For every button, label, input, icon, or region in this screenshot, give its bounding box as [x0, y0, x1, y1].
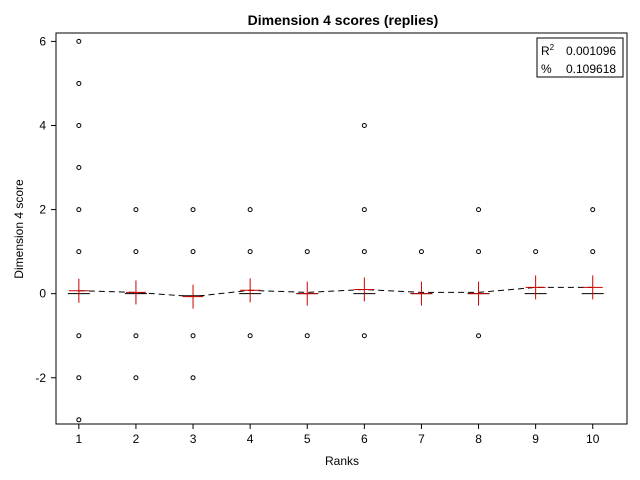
- x-tick-label: 3: [190, 432, 197, 446]
- y-tick-label: 6: [39, 34, 46, 48]
- data-point: [76, 38, 82, 44]
- pct-label: %: [541, 62, 552, 76]
- data-point: [76, 207, 82, 213]
- data-point: [76, 333, 82, 339]
- data-point: [361, 333, 367, 339]
- data-point: [361, 249, 367, 255]
- mean-marker: [582, 275, 603, 300]
- data-point: [76, 249, 82, 255]
- x-tick-label: 9: [532, 432, 539, 446]
- data-point: [76, 417, 82, 423]
- data-point: [533, 249, 539, 255]
- mean-marker: [354, 277, 375, 302]
- stats-box-frame: [536, 37, 624, 78]
- mean-marker: [125, 280, 146, 305]
- data-point: [133, 249, 139, 255]
- mean-marker: [297, 281, 318, 306]
- points-layer: [76, 38, 596, 423]
- mean-marker: [68, 278, 89, 303]
- x-tick-label: 10: [586, 432, 600, 446]
- mean-marker: [240, 278, 261, 303]
- y-tick-label: 0: [39, 287, 46, 301]
- data-point: [476, 207, 482, 213]
- mean-layer: [68, 275, 603, 309]
- data-point: [190, 375, 196, 381]
- data-point: [476, 249, 482, 255]
- x-axis-label: Ranks: [325, 454, 359, 468]
- x-tick-label: 7: [418, 432, 425, 446]
- trend-line: [78, 286, 593, 298]
- data-point: [476, 333, 482, 339]
- plot-area: [55, 32, 628, 425]
- r2-value: 0.001096: [566, 44, 616, 58]
- data-point: [361, 122, 367, 128]
- chart-title: Dimension 4 scores (replies): [248, 12, 439, 28]
- mean-marker: [411, 281, 432, 306]
- x-tick-label: 4: [247, 432, 254, 446]
- data-point: [76, 122, 82, 128]
- data-point: [190, 207, 196, 213]
- data-point: [76, 80, 82, 86]
- data-point: [133, 207, 139, 213]
- mean-marker: [183, 284, 204, 309]
- y-tick-label: 2: [39, 203, 46, 217]
- r2-label: R2: [541, 43, 555, 58]
- y-tick-label: 4: [39, 118, 46, 132]
- x-tick-label: 1: [75, 432, 82, 446]
- data-point: [418, 249, 424, 255]
- x-tick-label: 8: [475, 432, 482, 446]
- data-point: [590, 207, 596, 213]
- r2-label-base: R: [541, 44, 550, 58]
- trend-line-layer: [78, 286, 593, 298]
- y-axis-label: Dimension 4 score: [12, 179, 26, 279]
- x-tick-label: 2: [133, 432, 140, 446]
- mean-marker: [468, 281, 489, 306]
- y-axis: -2 0 2 4 6: [35, 34, 56, 385]
- y-tick-label: -2: [35, 371, 46, 385]
- pct-value: 0.109618: [566, 62, 616, 76]
- data-point: [190, 249, 196, 255]
- data-point: [361, 207, 367, 213]
- stats-box: R2 0.001096 % 0.109618: [536, 37, 624, 78]
- data-point: [247, 207, 253, 213]
- data-point: [304, 333, 310, 339]
- data-point: [133, 375, 139, 381]
- data-point: [76, 165, 82, 171]
- mean-marker: [525, 275, 546, 300]
- data-point: [304, 249, 310, 255]
- r2-label-sup: 2: [550, 43, 555, 52]
- data-point: [247, 249, 253, 255]
- data-point: [590, 249, 596, 255]
- data-point: [190, 333, 196, 339]
- data-point: [133, 333, 139, 339]
- x-tick-label: 6: [361, 432, 368, 446]
- x-axis: 1 2 3 4 5 6 7 8 9 10: [75, 424, 600, 446]
- x-tick-label: 5: [304, 432, 311, 446]
- data-point: [247, 333, 253, 339]
- data-point: [76, 375, 82, 381]
